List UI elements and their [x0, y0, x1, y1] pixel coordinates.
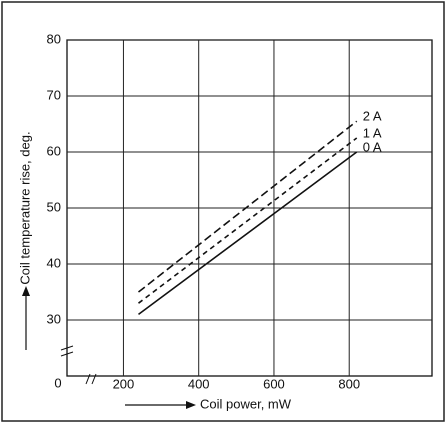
series-line	[138, 151, 358, 316]
x-arrowhead	[186, 401, 196, 409]
x-tick-label: 200	[113, 376, 135, 391]
series-line	[138, 120, 358, 293]
x-axis-label: Coil power, mW	[200, 396, 292, 411]
series-line	[138, 137, 358, 304]
origin-label: 0	[54, 375, 61, 390]
y-tick-label: 30	[47, 311, 61, 326]
legend-label: 0 A	[363, 139, 382, 154]
y-tick-label: 40	[47, 255, 61, 270]
x-tick-label: 800	[338, 376, 360, 391]
y-arrowhead	[22, 286, 30, 296]
y-axis-label: Coil temperature rise, deg.	[17, 131, 32, 284]
y-tick-label: 70	[47, 87, 61, 102]
legend-label: 1 A	[363, 125, 382, 140]
legend-label: 2 A	[363, 109, 382, 124]
y-tick-label: 50	[47, 199, 61, 214]
y-tick-label: 80	[47, 31, 61, 46]
y-tick-label: 60	[47, 143, 61, 158]
x-tick-label: 600	[263, 376, 285, 391]
x-tick-label: 400	[188, 376, 210, 391]
